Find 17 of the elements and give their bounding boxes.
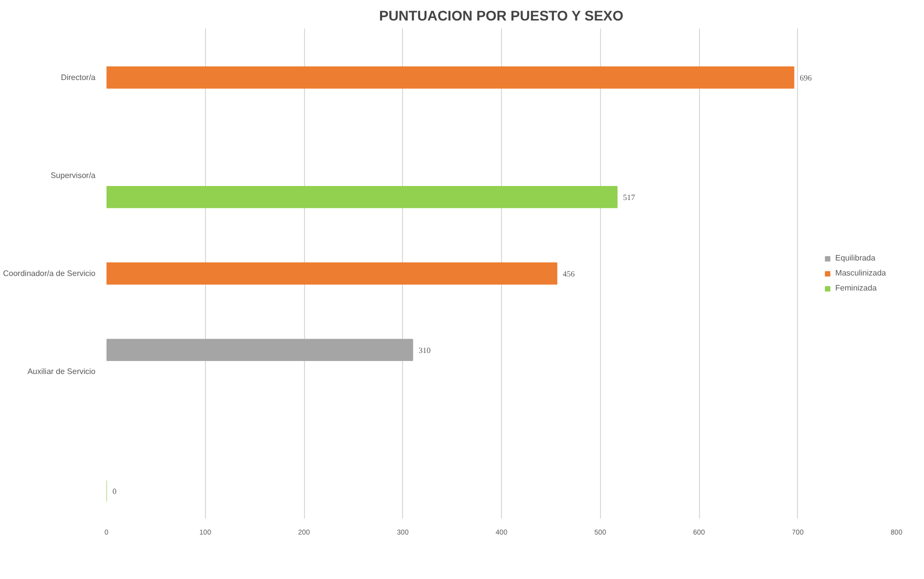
y-tick-label: Supervisor/a — [50, 171, 96, 180]
bar — [106, 186, 618, 208]
legend-label: Masculinizada — [835, 268, 886, 278]
data-label: 310 — [418, 346, 431, 355]
bar — [106, 66, 794, 89]
data-label: 696 — [800, 74, 812, 82]
bar — [106, 262, 558, 285]
y-tick-label: Director/a — [60, 73, 96, 82]
y-tick-label: Coordinador/a de Servicio — [3, 269, 96, 278]
chart-title: PUNTUACION POR PUESTO Y SEXO — [379, 8, 624, 24]
legend-label: Equilibrada — [835, 254, 876, 262]
y-tick-label: Auxiliar de Servicio — [27, 367, 96, 376]
data-label: 456 — [562, 270, 575, 278]
legend-label: Feminizada — [835, 284, 877, 292]
data-label: 517 — [623, 193, 636, 202]
bar — [106, 338, 414, 362]
data-label: 0 — [112, 487, 116, 496]
